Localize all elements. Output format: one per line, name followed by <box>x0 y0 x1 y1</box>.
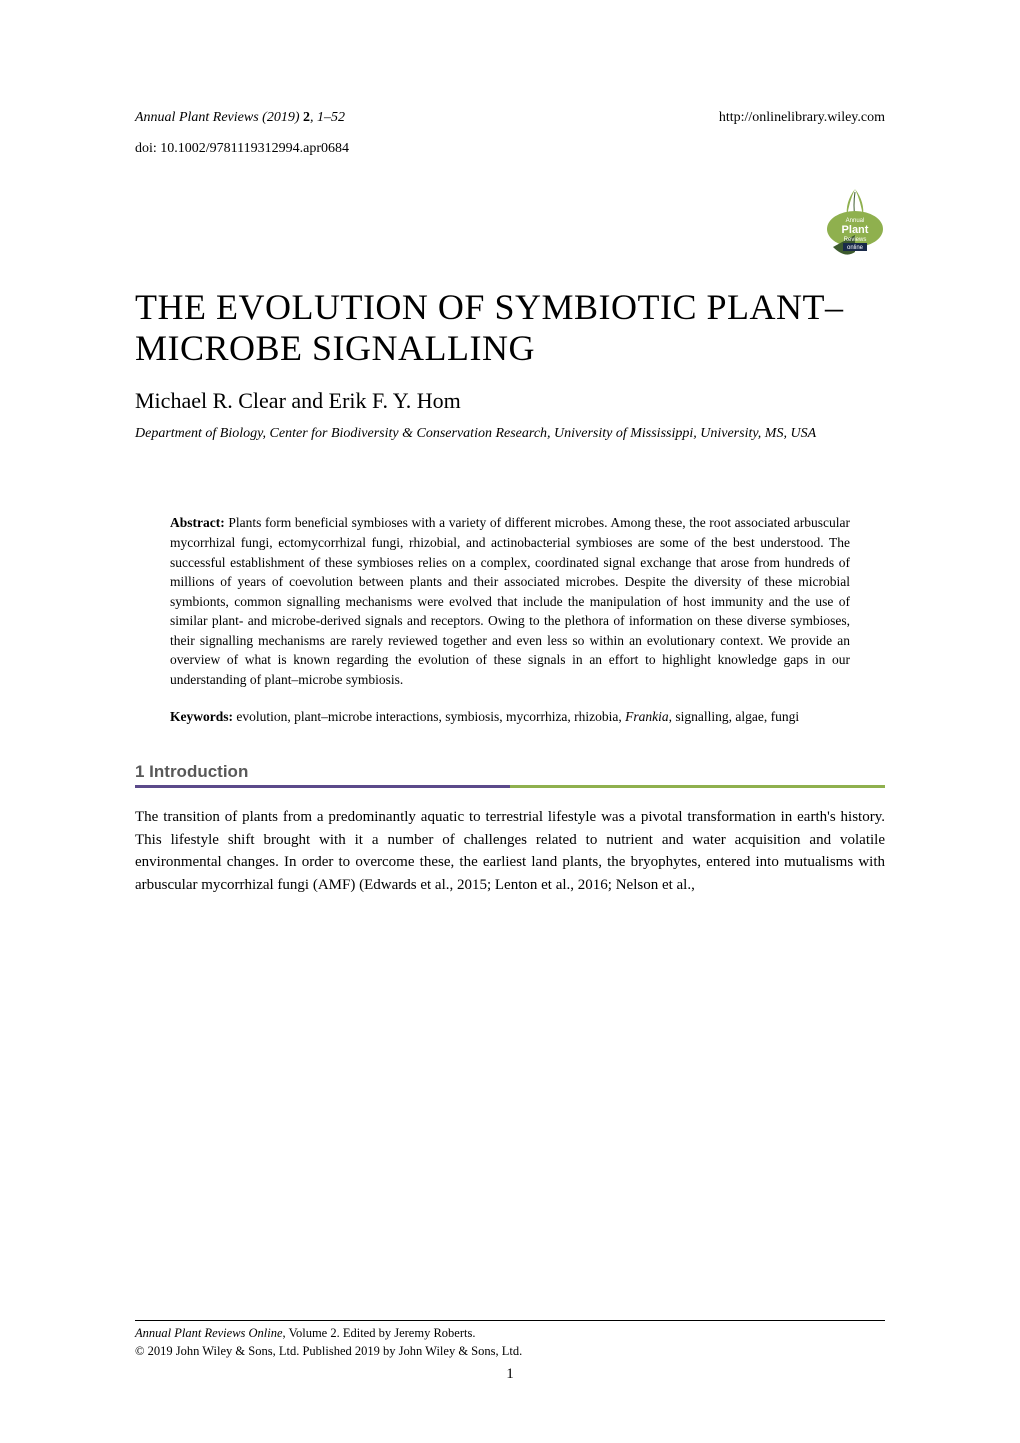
svg-text:Reviews: Reviews <box>844 237 867 243</box>
plant-logo-icon: Annual Plant Reviews online <box>825 187 885 262</box>
journal-volume: 2 <box>303 110 310 125</box>
journal-header: Annual Plant Reviews (2019) 2, 1–52 http… <box>135 110 885 126</box>
author-affiliation: Department of Biology, Center for Biodiv… <box>135 424 885 444</box>
svg-text:online: online <box>847 245 864 251</box>
abstract-label: Abstract: <box>170 515 225 530</box>
keywords-label: Keywords: <box>170 709 233 724</box>
journal-citation: Annual Plant Reviews (2019) 2, 1–52 <box>135 110 345 126</box>
doi-text: doi: 10.1002/9781119312994.apr0684 <box>135 141 885 157</box>
journal-pages: , 1–52 <box>310 110 345 125</box>
footer-rest: , Volume 2. Edited by Jeremy Roberts. <box>283 1326 476 1340</box>
body-paragraph: The transition of plants from a predomin… <box>135 806 885 896</box>
section-heading: 1 Introduction <box>135 762 885 782</box>
footer-rule <box>135 1320 885 1321</box>
article-title: THE EVOLUTION OF SYMBIOTIC PLANT–MICROBE… <box>135 287 885 370</box>
page-footer: Annual Plant Reviews Online, Volume 2. E… <box>135 1320 885 1383</box>
abstract-block: Abstract: Plants form beneficial symbios… <box>170 513 850 689</box>
keywords-block: Keywords: evolution, plant–microbe inter… <box>170 707 850 727</box>
footer-copyright: © 2019 John Wiley & Sons, Ltd. Published… <box>135 1343 885 1361</box>
keywords-text-1: evolution, plant–microbe interactions, s… <box>233 709 625 724</box>
footer-journal: Annual Plant Reviews Online <box>135 1326 283 1340</box>
article-authors: Michael R. Clear and Erik F. Y. Hom <box>135 388 885 414</box>
svg-text:Plant: Plant <box>842 224 869 236</box>
logo-container: Annual Plant Reviews online <box>135 187 885 262</box>
journal-url: http://onlinelibrary.wiley.com <box>719 110 885 126</box>
page-number: 1 <box>135 1366 885 1383</box>
journal-year: (2019) <box>262 110 299 125</box>
keywords-italic: Frankia <box>625 709 669 724</box>
section-rule <box>135 785 885 788</box>
journal-logo: Annual Plant Reviews online <box>825 187 885 262</box>
abstract-text: Plants form beneficial symbioses with a … <box>170 515 850 687</box>
keywords-text-2: , signalling, algae, fungi <box>669 709 799 724</box>
journal-name: Annual Plant Reviews <box>135 110 259 125</box>
footer-line-1: Annual Plant Reviews Online, Volume 2. E… <box>135 1325 885 1343</box>
